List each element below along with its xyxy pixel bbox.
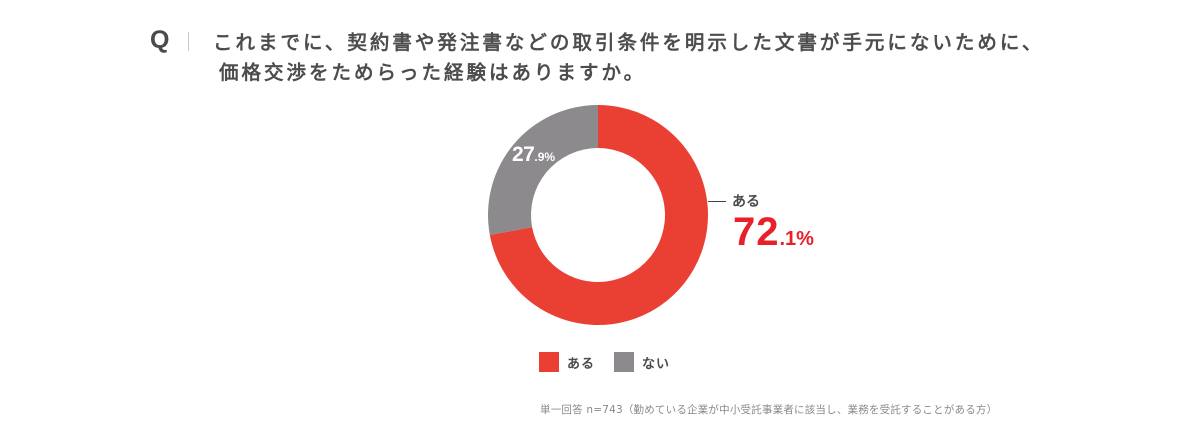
footnote: 単一回答 n=743（勤めている企業が中小受託事業者に該当し、業務を受託すること… — [540, 404, 998, 416]
legend-item-nai: ない — [614, 352, 670, 372]
legend-swatch-aru — [539, 352, 559, 372]
question-text: これまでに、契約書や発注書などの取引条件を明示した文書が手元にないために、 価格… — [213, 28, 1044, 88]
legend-label-nai: ない — [642, 356, 671, 372]
slice-label-nai-big: 27 — [512, 143, 535, 166]
callout-value-aru: 72.1% — [733, 210, 814, 255]
callout-leader-line — [708, 201, 726, 202]
donut-slice-nai — [487, 105, 598, 235]
slice-label-nai: 27.9% — [512, 143, 555, 167]
legend-swatch-nai — [614, 352, 635, 372]
legend-item-aru: ある — [539, 352, 595, 372]
slice-label-nai-small: .9% — [534, 150, 556, 164]
q-mark: Q — [150, 26, 170, 54]
donut-slices — [487, 105, 708, 325]
donut-slice-aru — [489, 105, 708, 325]
question-line-2: 価格交渉をためらった経験はありますか。 — [219, 61, 647, 84]
chart-legend: ある ない — [539, 352, 689, 372]
q-separator — [188, 32, 189, 51]
legend-label-aru: ある — [567, 356, 596, 372]
callout-value-big: 72 — [733, 210, 780, 254]
callout-label-aru: ある — [732, 194, 760, 210]
callout-value-small: .1% — [779, 228, 814, 250]
question-line-1: これまでに、契約書や発注書などの取引条件を明示した文書が手元にないために、 — [213, 31, 1045, 54]
